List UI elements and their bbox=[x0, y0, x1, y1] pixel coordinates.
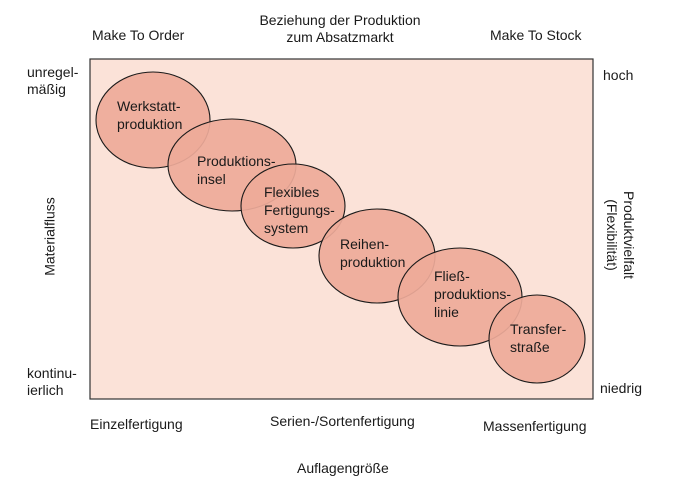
left-top-label: unregel- mäßig bbox=[27, 64, 78, 98]
top-center-line2: zum Absatzmarkt bbox=[286, 29, 394, 45]
ellipse-label-line: Fließ- bbox=[434, 268, 470, 284]
ellipse-label-line: linie bbox=[434, 304, 459, 320]
ellipse-label-line: Werkstatt- bbox=[117, 98, 181, 114]
ellipse-label-line: produktion bbox=[117, 116, 182, 132]
ellipse-fliessproduktionslinie: Fließ-produktions-linie bbox=[397, 247, 523, 347]
ellipse-label-line: Fertigungs- bbox=[264, 202, 335, 218]
ellipse-label-line: Transfer- bbox=[510, 321, 567, 337]
ellipse-label-line: produktion bbox=[340, 254, 405, 270]
ellipse-label: Reihen-produktion bbox=[340, 236, 405, 270]
left-bottom-line2: ierlich bbox=[27, 382, 64, 398]
left-top-line2: mäßig bbox=[27, 81, 66, 97]
ellipse-label: Flexibles Fertigungs-system bbox=[264, 184, 335, 236]
right-top-label: hoch bbox=[603, 67, 634, 83]
ellipse-shape bbox=[240, 163, 346, 249]
bottom-left-label: Einzelfertigung bbox=[90, 416, 183, 432]
ellipse-transferstrasse: Transfer-straße bbox=[488, 294, 586, 384]
right-bottom-label: niedrig bbox=[600, 380, 643, 396]
ellipse-label-line: insel bbox=[197, 171, 226, 187]
ellipse-label: Werkstatt-produktion bbox=[117, 98, 182, 132]
ellipse-label-line: Reihen- bbox=[340, 236, 389, 252]
ellipse-label-line: system bbox=[264, 220, 308, 236]
ellipse-label-line: Produktions- bbox=[197, 153, 276, 169]
bottom-right-label: Massenfertigung bbox=[483, 418, 587, 434]
ellipse-layer: Werkstatt-produktionProduktions-inselFle… bbox=[95, 71, 586, 384]
left-bottom-label: kontinu- ierlich bbox=[27, 365, 77, 399]
left-bottom-line1: kontinu- bbox=[27, 365, 77, 381]
ellipse-label-line: Flexibles bbox=[264, 184, 319, 200]
ellipse-flexibles-fertigungssystem: Flexibles Fertigungs-system bbox=[240, 163, 346, 249]
ellipse-label: Transfer-straße bbox=[510, 321, 567, 355]
ellipse-label: Produktions-insel bbox=[197, 153, 276, 187]
bottom-center-label: Serien-/Sortenfertigung bbox=[270, 413, 415, 429]
top-center-line1: Beziehung der Produktion bbox=[259, 12, 421, 28]
top-left-label: Make To Order bbox=[92, 27, 185, 43]
bottom-axis-title: Auflagengröße bbox=[297, 460, 389, 476]
top-right-label: Make To Stock bbox=[490, 27, 582, 43]
ellipse-shape bbox=[488, 294, 586, 384]
top-center-label: Beziehung der Produktion zum Absatzmarkt bbox=[240, 12, 440, 46]
ellipse-label-line: straße bbox=[510, 339, 550, 355]
ellipse-label-line: produktions- bbox=[434, 286, 511, 302]
ellipse-label: Fließ-produktions-linie bbox=[434, 268, 511, 320]
left-top-line1: unregel- bbox=[27, 64, 79, 80]
